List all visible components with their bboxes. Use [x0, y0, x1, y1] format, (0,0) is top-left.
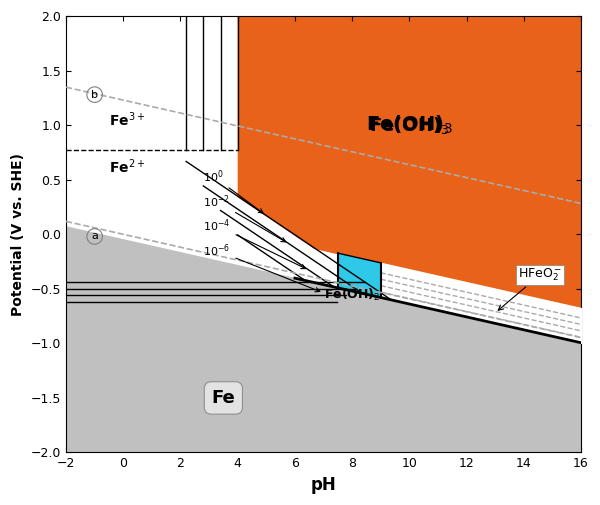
Text: $10^{-4}$: $10^{-4}$ — [203, 217, 305, 269]
Text: Fe(OH)$_3$: Fe(OH)$_3$ — [366, 114, 453, 136]
Text: HFeO$_2^-$: HFeO$_2^-$ — [498, 267, 562, 310]
Text: Fe: Fe — [212, 389, 235, 407]
Text: $10^{-2}$: $10^{-2}$ — [203, 193, 286, 242]
X-axis label: pH: pH — [311, 476, 337, 494]
Text: b: b — [91, 90, 98, 99]
Text: $10^{-6}$: $10^{-6}$ — [203, 242, 320, 292]
Text: Fe(OH)$_2$: Fe(OH)$_2$ — [324, 287, 380, 304]
Text: Fe(OH)$_3$: Fe(OH)$_3$ — [369, 115, 449, 136]
Y-axis label: Potential (V vs. SHE): Potential (V vs. SHE) — [11, 153, 25, 316]
Text: Fe$^{2+}$: Fe$^{2+}$ — [109, 158, 145, 176]
Text: $10^0$: $10^0$ — [203, 168, 263, 213]
Text: Fe$^{3+}$: Fe$^{3+}$ — [109, 111, 145, 129]
Text: a: a — [91, 231, 98, 241]
